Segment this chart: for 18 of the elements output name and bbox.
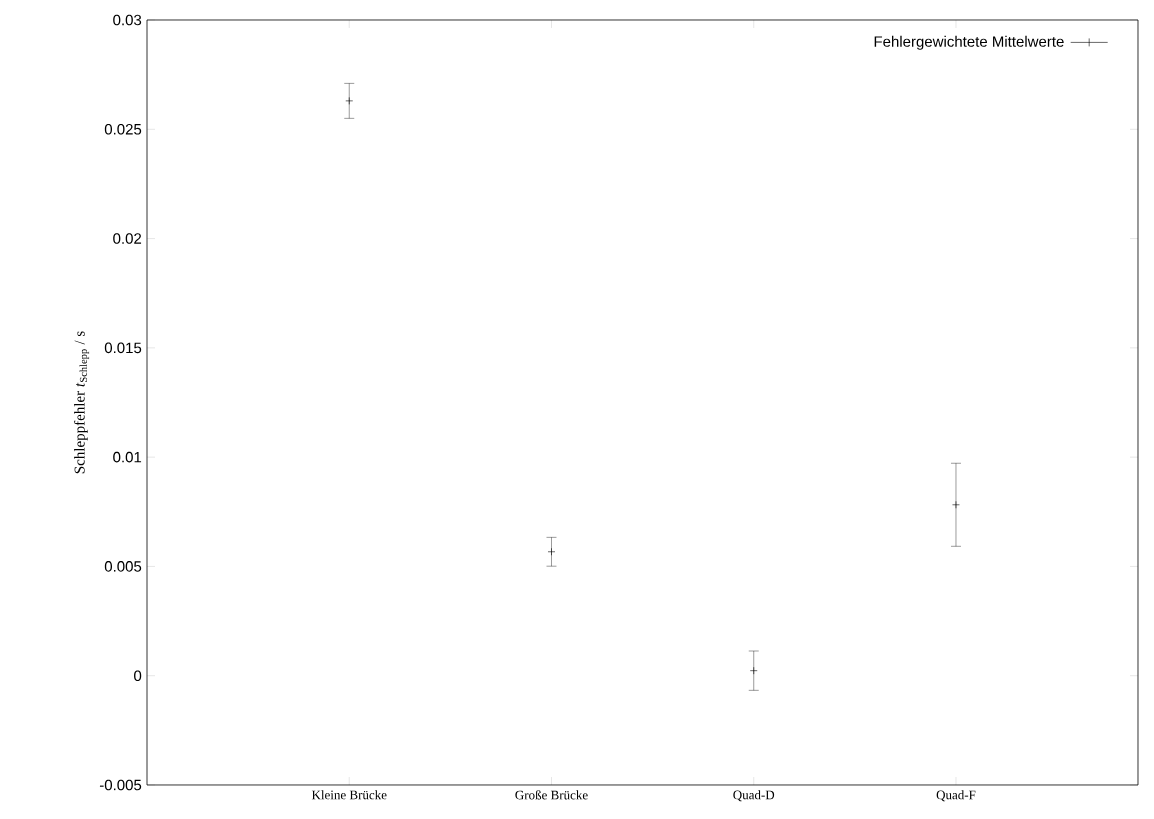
y-tick-label: 0.01 xyxy=(113,451,142,463)
point xyxy=(345,97,354,105)
y-axis-title: Schleppfehler t$_{Schlepp}$ / s xyxy=(73,331,90,474)
y-tick-label: 0.015 xyxy=(104,342,142,354)
y-tick-label: 0.03 xyxy=(113,14,142,26)
x-tick-label: Kleine Brücke xyxy=(311,790,387,800)
point xyxy=(547,547,556,556)
point xyxy=(952,500,960,509)
y-tick-label: 0.02 xyxy=(113,233,142,244)
y-tick-label: 0.025 xyxy=(104,123,142,135)
y-tick-label: 0.005 xyxy=(104,561,142,572)
y-tick-label: -0.005 xyxy=(99,779,142,791)
legend-label: Fehlergewichtete Mittelwerte xyxy=(874,35,1064,50)
point xyxy=(749,666,758,675)
x-tick-label: Große Brücke xyxy=(515,790,588,800)
x-tick-label: Quad-D xyxy=(733,790,775,802)
y-tick-label: 0 xyxy=(134,670,142,682)
x-tick-label: Quad-F xyxy=(936,790,976,802)
